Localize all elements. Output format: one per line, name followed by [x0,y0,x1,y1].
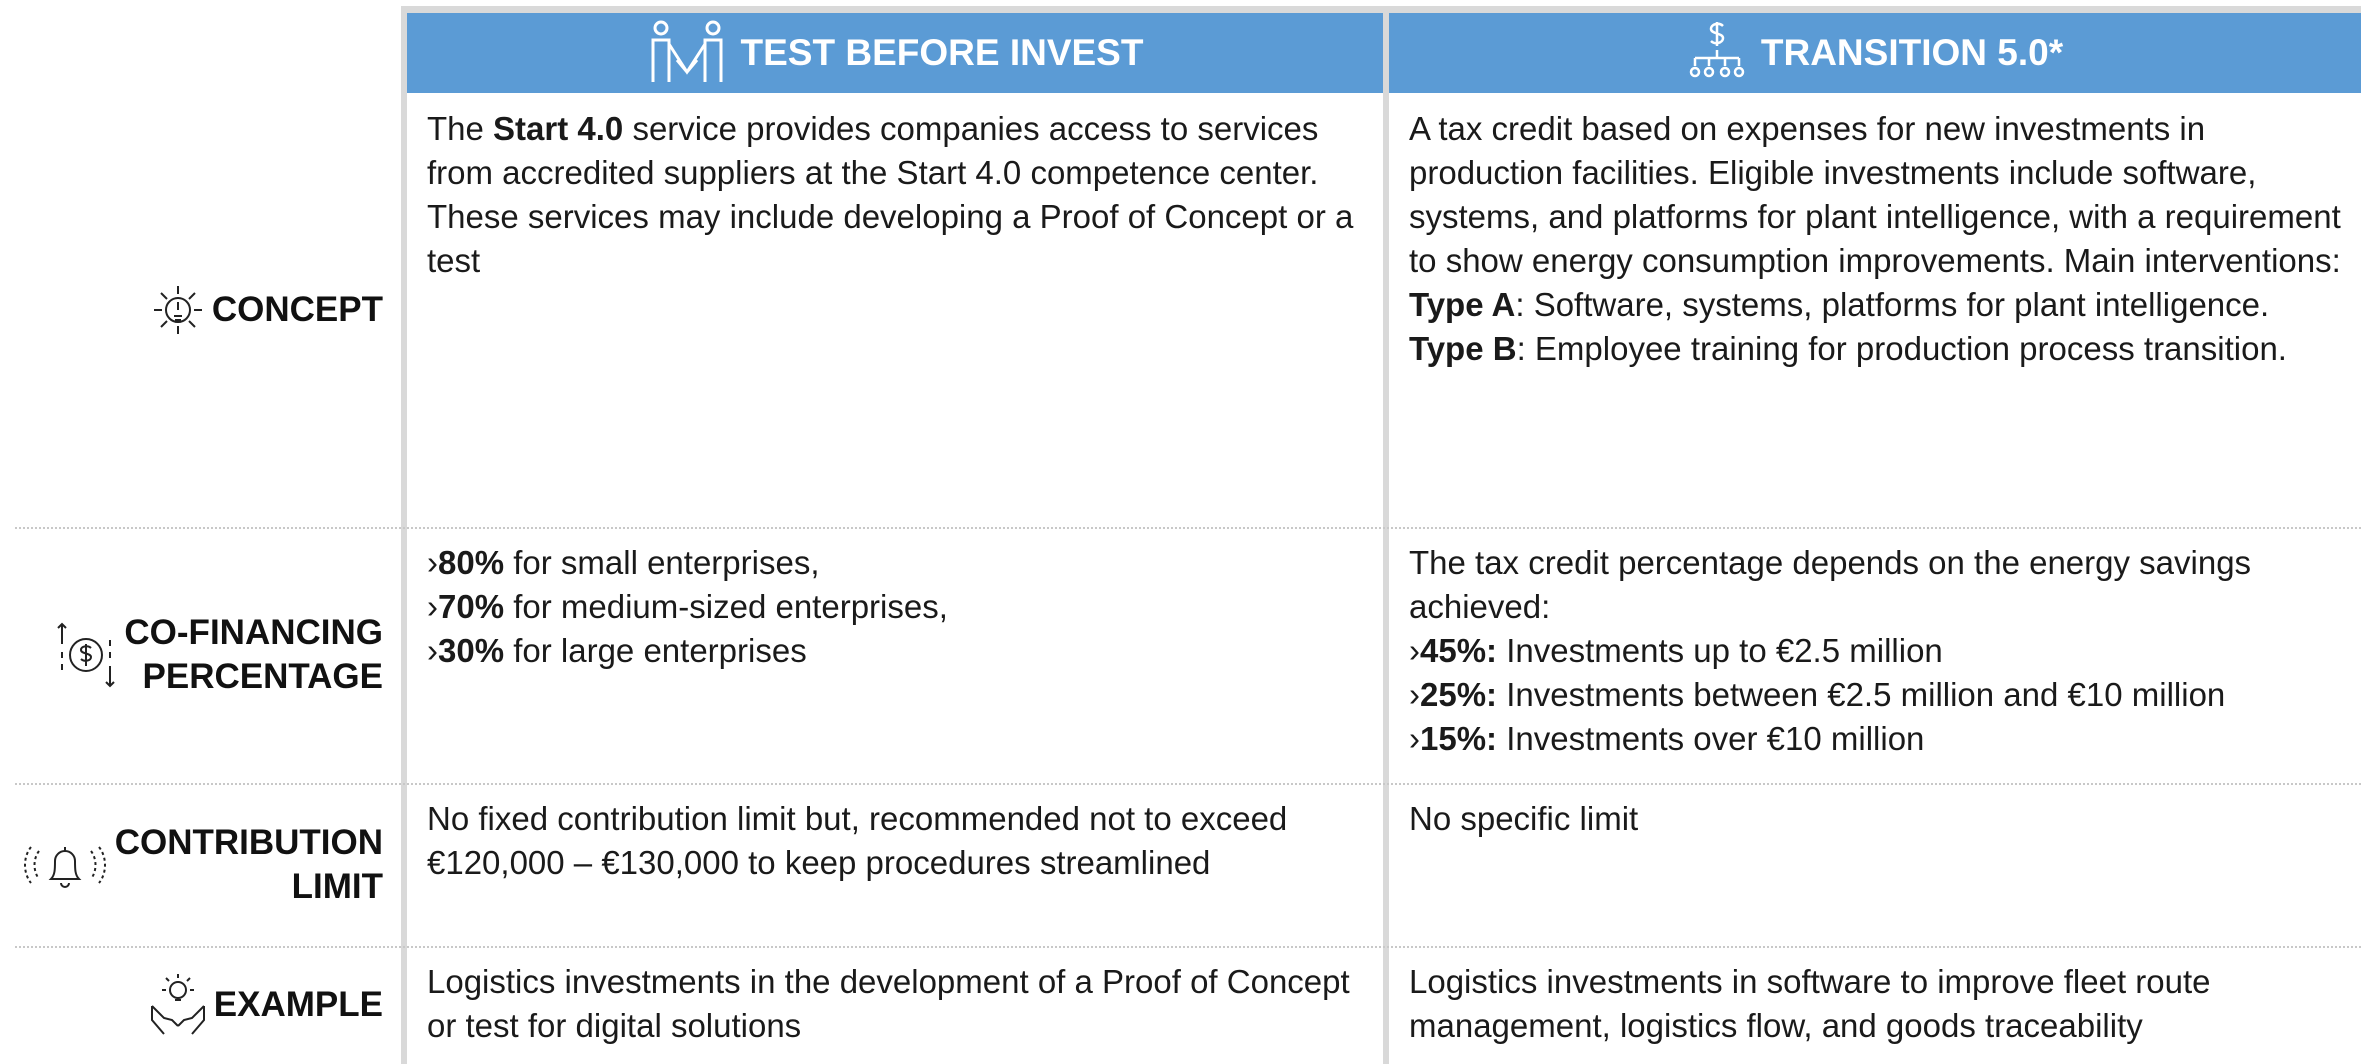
paragraph: ›25%: Investments between €2.5 million a… [1409,673,2341,717]
paragraph: A tax credit based on expenses for new i… [1409,107,2341,283]
paragraph: Logistics investments in software to imp… [1409,960,2341,1048]
row-label-text-line: LIMIT [291,866,383,906]
cell: No fixed contribution limit but, recomme… [407,783,1383,946]
row-label-text-line: PERCENTAGE [142,657,384,696]
text: › [427,588,438,625]
row-label-line: CO-FINANCING [124,611,383,655]
column-header: TEST BEFORE INVEST [407,13,1383,93]
bold-text: 80% [438,544,505,581]
text: Investments over €10 million [1497,720,1925,757]
paragraph: ›80% for small enterprises, [427,541,1363,585]
cell: Logistics investments in software to imp… [1389,946,2361,1064]
row-label-text-line: CONCEPT [211,290,383,329]
text: Investments between €2.5 million and €10… [1497,676,2226,713]
row-label: CO-FINANCING PERCENTAGE [0,527,401,783]
text: › [427,544,438,581]
paragraph: Type B: Employee training for production… [1409,327,2341,371]
bold-text: 30% [438,632,505,669]
text: › [1409,632,1420,669]
text: A tax credit based on expenses for new i… [1409,110,2341,279]
paragraph: No fixed contribution limit but, recomme… [427,797,1363,885]
bold-text: Type B [1409,330,1517,367]
row-label-line: CONTRIBUTION [115,821,383,865]
text: service provides companies access to ser… [427,110,1354,279]
cell: ›80% for small enterprises, ›70% for medi… [407,527,1383,783]
row-label-line: LIMIT [115,865,383,909]
column-divider [1383,6,1389,1064]
row-label-text-line: CO-FINANCING [124,613,383,652]
cell: No specific limit [1389,783,2361,946]
text: Logistics investments in the development… [427,963,1350,1044]
text: : Software, systems, platforms for plant… [1515,286,2270,323]
cell: The Start 4.0 service provides companies… [407,93,1383,527]
bold-text: Type A [1409,286,1516,323]
cell: A tax credit based on expenses for new i… [1389,93,2361,527]
paragraph: No specific limit [1409,797,2341,841]
cell: The tax credit percentage depends on the… [1389,527,2361,783]
bold-text: 25%: [1420,676,1498,713]
text: for large enterprises [504,632,807,669]
row-label-text: EXAMPLE [214,983,383,1027]
row-label-text-line: EXAMPLE [213,985,383,1024]
column-divider [401,6,407,1064]
row-label-line: EXAMPLE [214,983,383,1027]
bold-text: Start 4.0 [493,110,624,147]
text: for small enterprises, [504,544,820,581]
text: › [1409,720,1420,757]
paragraph: Type A: Software, systems, platforms for… [1409,283,2341,327]
text: No specific limit [1409,800,1639,837]
row-separator [15,946,2361,948]
text: The tax credit percentage depends on the… [1409,544,2252,625]
row-label-text-line: CONTRIBUTION [114,822,383,862]
text: : Employee training for production proce… [1516,330,2287,367]
text: Investments up to €2.5 million [1497,632,1943,669]
column-header-text: TRANSITION 5.0* [1760,32,2064,73]
paragraph: The Start 4.0 service provides companies… [427,107,1363,283]
row-separator [15,527,2361,529]
column-header-text: TEST BEFORE INVEST [740,32,1144,73]
text: Logistics investments in software to imp… [1409,963,2211,1044]
paragraph: ›45%: Investments up to €2.5 million [1409,629,2341,673]
paragraph: ›15%: Investments over €10 million [1409,717,2341,761]
bold-text: 45%: [1420,632,1498,669]
row-label-text: CO-FINANCING PERCENTAGE [124,611,383,699]
text: › [1409,676,1420,713]
paragraph: ›30% for large enterprises [427,629,1363,673]
row-label: CONCEPT [0,93,401,527]
row-label-line: CONCEPT [212,288,383,332]
row-label: EXAMPLE [0,946,401,1064]
column-header: TRANSITION 5.0* [1389,13,2361,93]
row-label-text: CONTRIBUTION LIMIT [115,821,383,909]
paragraph: Logistics investments in the development… [427,960,1363,1048]
bold-text: 15%: [1420,720,1498,757]
cell: Logistics investments in the development… [407,946,1383,1064]
row-label: CONTRIBUTION LIMIT [0,783,401,946]
bold-text: 70% [438,588,505,625]
paragraph: ›70% for medium-sized enterprises, [427,585,1363,629]
row-separator [15,783,2361,785]
top-border [401,6,2361,13]
row-label-text: CONCEPT [212,288,383,332]
text: for medium-sized enterprises, [504,588,948,625]
row-label-line: PERCENTAGE [124,655,384,699]
text: › [427,632,438,669]
text: No fixed contribution limit but, recomme… [427,800,1288,881]
paragraph: The tax credit percentage depends on the… [1409,541,2341,629]
text: The [427,110,494,147]
